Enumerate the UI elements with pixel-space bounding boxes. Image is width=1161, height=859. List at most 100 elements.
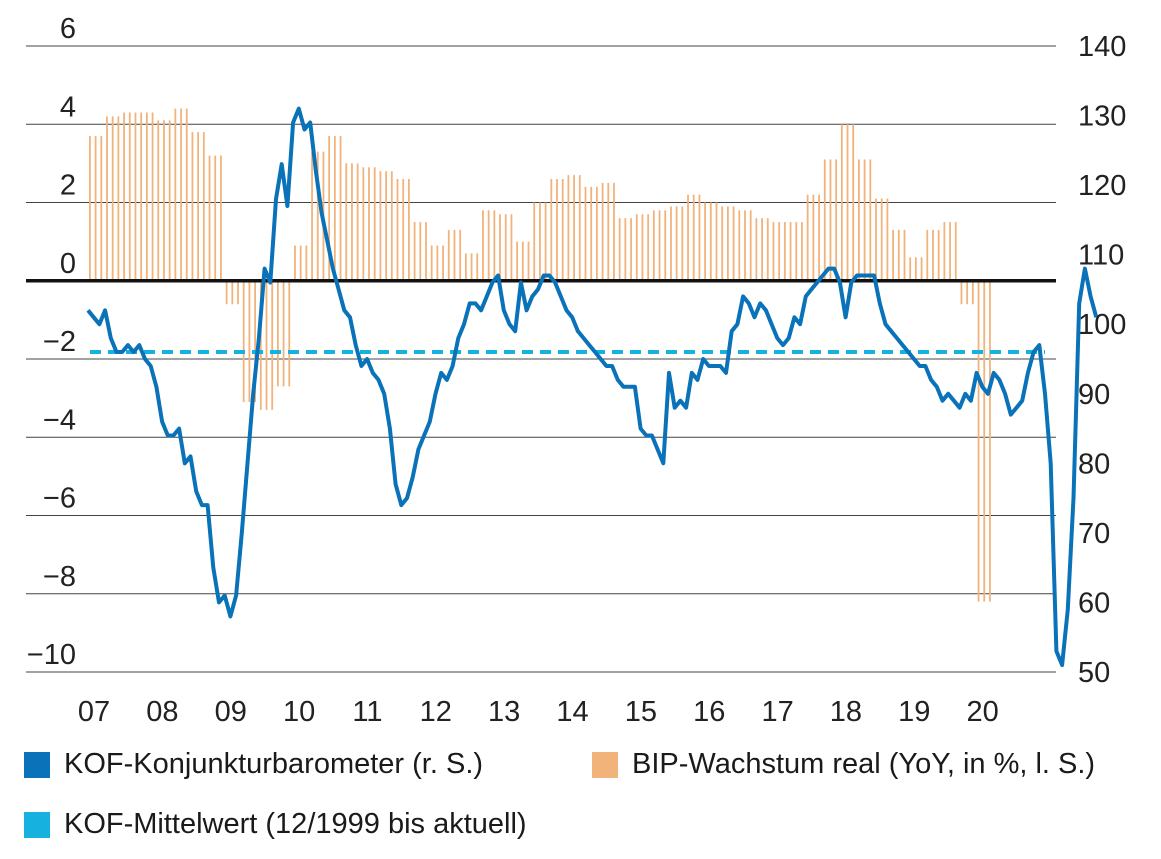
gdp-bar xyxy=(482,210,484,281)
gdp-bar xyxy=(174,108,177,281)
gdp-bar xyxy=(408,179,410,281)
gdp-bar xyxy=(977,280,980,602)
legend-swatch-gdp xyxy=(592,751,618,778)
gdp-bar xyxy=(134,112,137,281)
x-tick-label: 07 xyxy=(78,696,110,728)
gdp-bar xyxy=(823,159,826,281)
gdp-bar xyxy=(237,280,239,305)
gdp-bar xyxy=(812,194,815,281)
right-tick-label: 100 xyxy=(1078,309,1126,341)
gdp-bar xyxy=(476,253,479,281)
legend-item-mean: KOF-Mittelwert (12/1999 bis aktuell) xyxy=(24,808,527,841)
gdp-bar xyxy=(305,245,308,281)
right-tick-label: 90 xyxy=(1078,379,1110,411)
gdp-bar xyxy=(345,163,348,281)
gdp-bar xyxy=(954,222,957,281)
left-tick-label: 6 xyxy=(60,13,76,45)
gdp-bar xyxy=(499,214,501,281)
gdp-bar xyxy=(766,218,769,281)
gdp-bar xyxy=(704,202,707,281)
gdp-bar xyxy=(145,112,148,281)
gdp-bar xyxy=(943,222,946,281)
gdp-bar xyxy=(539,202,541,281)
gdp-bar xyxy=(789,222,792,281)
gdp-bar xyxy=(94,135,97,281)
gdp-bar xyxy=(971,280,974,305)
gdp-bar xyxy=(191,132,194,281)
gdp-bar xyxy=(738,210,741,281)
legend-item-gdp: BIP-Wachstum real (YoY, in %, l. S.) xyxy=(592,748,1095,781)
left-tick-label: −10 xyxy=(27,639,76,671)
left-tick-label: −2 xyxy=(43,326,76,358)
gdp-bar xyxy=(487,210,490,281)
gdp-bar xyxy=(533,202,536,281)
gdp-bar xyxy=(265,280,268,410)
gdp-bar xyxy=(561,179,564,281)
gdp-bar xyxy=(983,280,986,602)
right-tick-label: 120 xyxy=(1078,170,1126,202)
left-tick-label: −4 xyxy=(43,404,76,436)
x-tick-label: 08 xyxy=(146,696,178,728)
gdp-bar xyxy=(521,241,524,281)
gdp-bar xyxy=(311,151,313,281)
gdp-bar xyxy=(339,135,342,281)
gdp-bar xyxy=(635,214,638,281)
gdp-bar xyxy=(772,222,775,281)
left-tick-label: −8 xyxy=(43,561,76,593)
gdp-bar xyxy=(846,124,849,281)
x-tick-label: 20 xyxy=(967,696,999,728)
gdp-bar xyxy=(886,198,889,281)
gdp-bar xyxy=(801,222,803,281)
gdp-bar xyxy=(573,175,575,281)
legend-label-kof: KOF-Konjunkturbarometer (r. S.) xyxy=(64,748,484,780)
gdp-bar xyxy=(755,218,758,281)
gdp-bar xyxy=(647,214,650,281)
x-tick-label: 13 xyxy=(488,696,520,728)
gdp-bar xyxy=(282,280,285,387)
gdp-bar xyxy=(106,116,108,281)
gdp-bar xyxy=(709,202,712,281)
legend-label-gdp: BIP-Wachstum real (YoY, in %, l. S.) xyxy=(632,748,1096,780)
gdp-bar xyxy=(903,229,906,281)
gdp-bar xyxy=(550,179,553,281)
gdp-bar xyxy=(590,186,593,281)
gdp-bar xyxy=(675,206,678,281)
left-tick-label: 4 xyxy=(60,91,76,123)
gdp-bar xyxy=(761,218,763,281)
gdp-bar xyxy=(897,229,900,281)
gdp-bar xyxy=(214,155,217,281)
right-tick-label: 60 xyxy=(1078,587,1110,619)
gdp-bar xyxy=(556,179,558,281)
gdp-bar xyxy=(914,257,917,281)
gdp-bar xyxy=(880,198,883,281)
gdp-bar xyxy=(658,210,661,281)
gdp-bar xyxy=(795,222,798,281)
gdp-bar xyxy=(100,135,103,281)
gdp-bar xyxy=(430,245,433,281)
gdp-bar xyxy=(510,214,513,281)
gdp-bar xyxy=(835,159,838,281)
gdp-bar xyxy=(641,214,644,281)
left-tick-label: −6 xyxy=(43,483,76,515)
gdp-bar xyxy=(783,222,786,281)
kof-barometer-line xyxy=(86,106,1099,667)
gdp-bar xyxy=(966,280,969,305)
gdp-bar xyxy=(721,206,724,281)
gdp-bar xyxy=(385,171,388,281)
gdp-bar xyxy=(493,210,496,281)
gdp-bar xyxy=(989,280,991,602)
x-tick-label: 17 xyxy=(761,696,793,728)
legend-swatch-mean xyxy=(24,811,50,838)
gdp-bar xyxy=(863,159,866,281)
right-tick-label: 110 xyxy=(1078,240,1124,272)
gdp-bar xyxy=(208,155,211,281)
gdp-bar xyxy=(852,124,855,281)
gdp-bar xyxy=(220,155,222,281)
gdp-bar xyxy=(829,159,832,281)
gdp-bar xyxy=(316,151,319,281)
right-tick-label: 130 xyxy=(1078,101,1126,133)
gdp-bar xyxy=(459,229,462,281)
gdp-bar xyxy=(858,159,860,281)
gdp-bar xyxy=(875,198,877,281)
